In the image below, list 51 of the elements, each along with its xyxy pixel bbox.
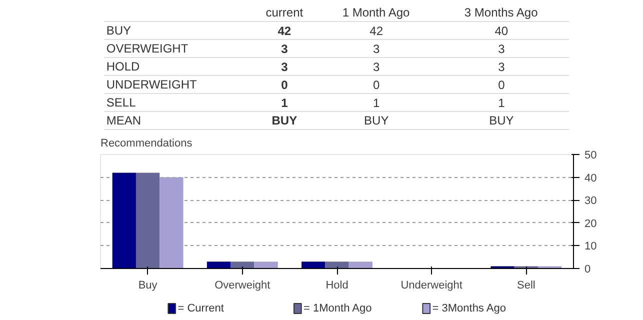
x-tick-label: 1 Month Ago [342, 6, 410, 20]
text: 40 [494, 24, 508, 38]
y-tick-label: 0 [584, 264, 591, 276]
bar [325, 262, 349, 268]
y-tick-label: HOLD [106, 60, 140, 74]
text: BUY [272, 114, 298, 128]
bar [230, 262, 254, 268]
x-tick-label: Hold [326, 280, 348, 292]
text: 1 [281, 96, 288, 110]
bar [136, 172, 160, 268]
y-tick-label: SELL [106, 96, 136, 110]
text: 42 [278, 24, 292, 38]
text: 0 [281, 78, 288, 92]
legend-label: = 3Months Ago [432, 302, 506, 314]
bar [160, 177, 184, 268]
y-tick-label: 50 [584, 150, 597, 162]
y-tick-label: UNDERWEIGHT [106, 78, 198, 92]
text: 42 [370, 24, 384, 38]
x-tick-label: current [266, 6, 304, 20]
text: BUY [364, 114, 389, 128]
text: 3 [498, 42, 505, 56]
bar [206, 262, 231, 268]
x-tick-label: Overweight [214, 280, 270, 292]
text: 1 [373, 96, 380, 110]
y-tick-label: 30 [584, 195, 597, 208]
text: 3 [281, 60, 288, 74]
x-tick-label: Sell [517, 280, 536, 292]
x-tick-label: Buy [138, 280, 158, 292]
legend-label: = Current [178, 302, 224, 314]
bar [112, 172, 136, 268]
bar [302, 262, 326, 268]
text: 3 [498, 60, 505, 74]
bar [348, 262, 372, 268]
text: 3 [281, 42, 288, 56]
text: 1 [498, 96, 505, 110]
text: 0 [498, 78, 505, 92]
chart-title: Recommendations [100, 138, 193, 150]
y-tick-label: OVERWEIGHT [106, 42, 189, 56]
text: 3 [373, 60, 380, 74]
text: 0 [373, 78, 380, 92]
x-tick-label: Underweight [400, 280, 462, 292]
y-tick-label: 20 [584, 218, 597, 230]
legend-label: = 1Month Ago [304, 302, 372, 314]
y-tick-label: 40 [584, 172, 597, 184]
y-tick-label: MEAN [106, 114, 142, 128]
bar [254, 262, 278, 268]
x-tick-label: 3 Months Ago [464, 6, 538, 20]
y-tick-label: BUY [106, 24, 132, 38]
text: 3 [373, 42, 380, 56]
y-tick-label: 10 [584, 240, 597, 253]
text: BUY [489, 114, 514, 128]
